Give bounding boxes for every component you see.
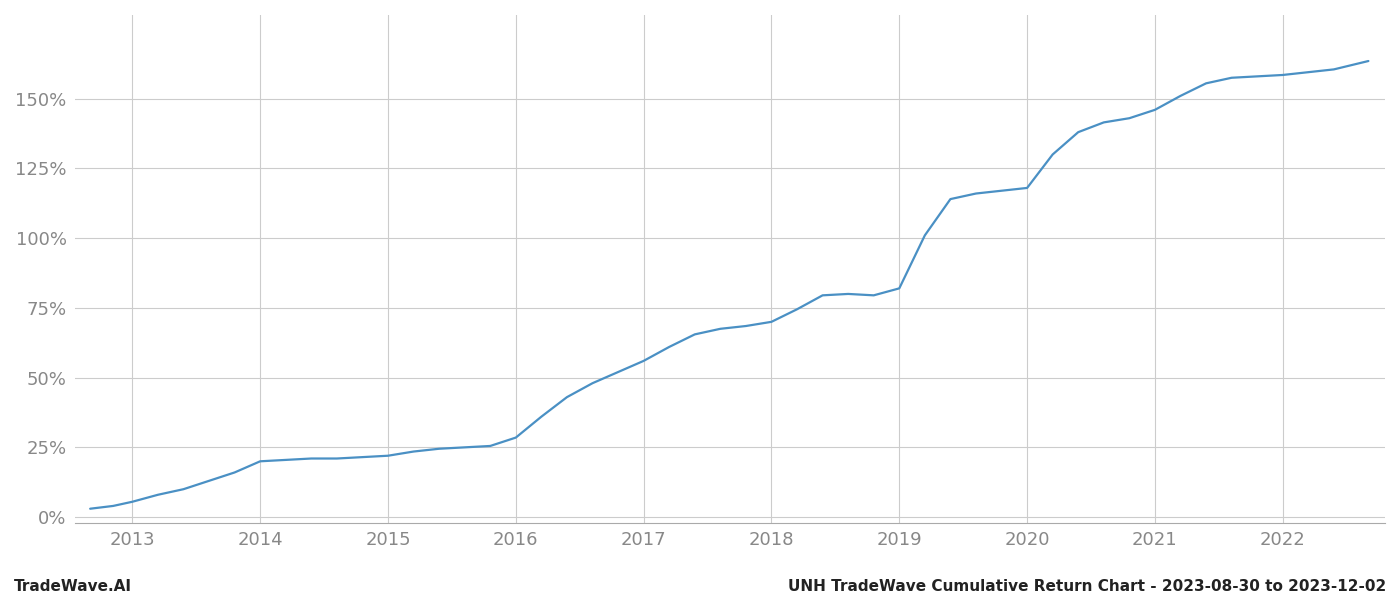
Text: TradeWave.AI: TradeWave.AI bbox=[14, 579, 132, 594]
Text: UNH TradeWave Cumulative Return Chart - 2023-08-30 to 2023-12-02: UNH TradeWave Cumulative Return Chart - … bbox=[788, 579, 1386, 594]
